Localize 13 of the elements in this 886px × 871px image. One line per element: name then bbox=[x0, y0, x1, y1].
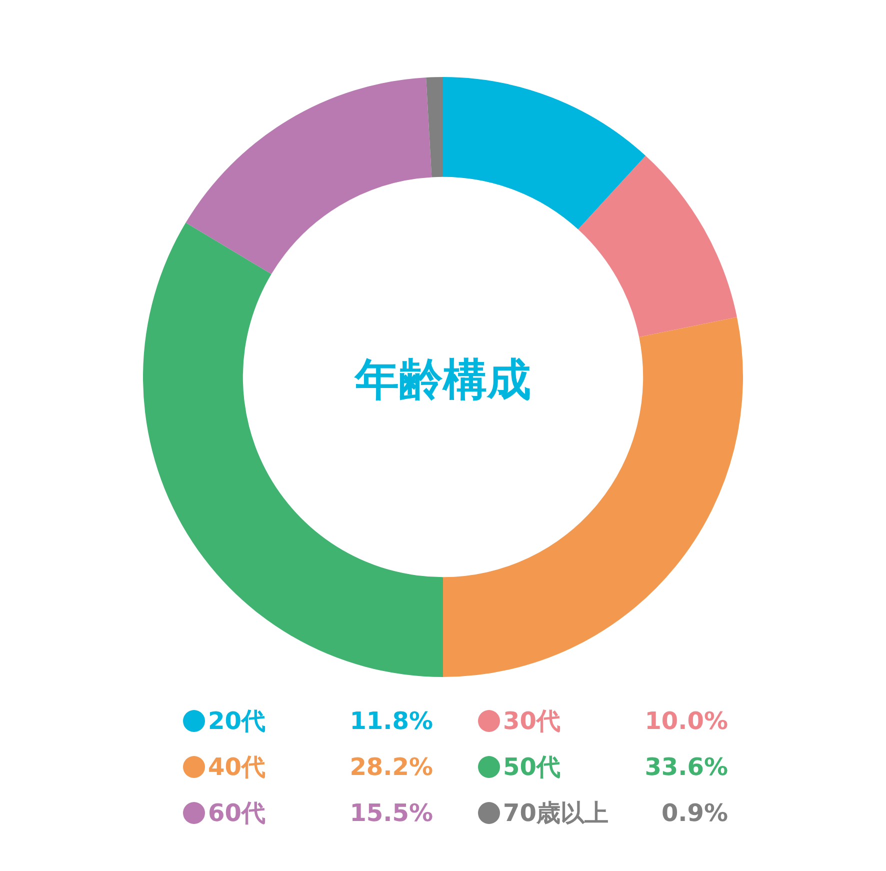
legend-label: 50代 bbox=[503, 752, 562, 783]
legend-label: 40代 bbox=[208, 752, 266, 783]
data-label: 28.2% bbox=[350, 753, 433, 781]
data-label: 15.5% bbox=[350, 799, 433, 827]
data-label: 11.8% bbox=[350, 707, 433, 735]
data-label: 0.9% bbox=[661, 799, 728, 827]
legend-label: 30代 bbox=[503, 706, 562, 737]
legend-label: 70歳以上 bbox=[503, 798, 610, 829]
text: 年齢構成 bbox=[354, 354, 531, 406]
data-label: 10.0% bbox=[644, 707, 728, 735]
legend-label: 60代 bbox=[208, 798, 266, 829]
legend-label: 20代 bbox=[208, 706, 266, 737]
data-label: 33.6% bbox=[644, 753, 728, 781]
